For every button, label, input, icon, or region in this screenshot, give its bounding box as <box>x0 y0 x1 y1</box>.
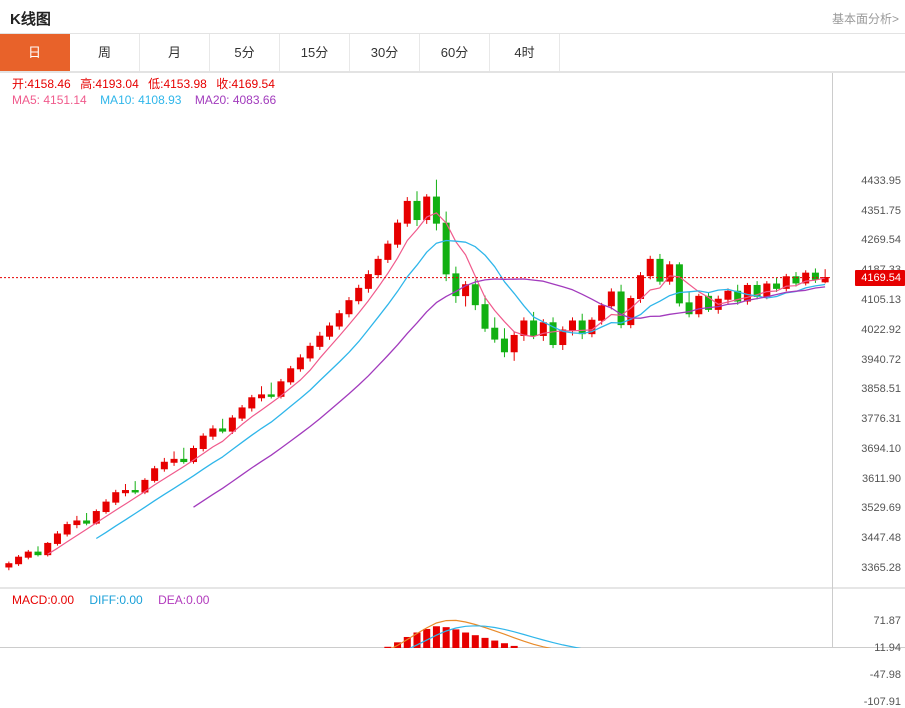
price-axis-tick: 4433.95 <box>861 174 901 187</box>
macd-axis-tick: 71.87 <box>873 615 901 628</box>
price-axis-tick: 3447.48 <box>861 532 901 545</box>
legend-ma5: MA5: 4151.14 <box>12 93 87 107</box>
legend-dea: DEA:0.00 <box>158 593 210 607</box>
price-axis-tick: 4105.13 <box>861 294 901 306</box>
page-header: K线图 基本面分析> <box>0 0 905 34</box>
legend-open: 开:4158.46 <box>12 77 71 91</box>
tab-30min[interactable]: 30分 <box>350 34 420 71</box>
legend-ma10: MA10: 4108.93 <box>100 93 182 107</box>
page-title: K线图 <box>10 11 51 28</box>
fundamental-analysis-link[interactable]: 基本面分析> <box>831 12 899 26</box>
tab-week[interactable]: 周 <box>70 34 140 71</box>
last-price-badge: 4169.54 <box>855 269 905 286</box>
price-axis-tick: 3365.28 <box>861 562 901 575</box>
price-axis-tick: 3940.72 <box>861 353 901 366</box>
macd-legend: MACD:0.00 DIFF:0.00 DEA:0.00 <box>12 593 221 607</box>
legend-macd: MACD:0.00 <box>12 593 75 607</box>
price-axis-tick: 3776.31 <box>861 413 901 426</box>
legend-ma20: MA20: 4083.66 <box>194 93 277 107</box>
period-tabs: 日 周 月 5分 15分 30分 60分 4时 <box>0 34 905 72</box>
macd-axis-tick: 11.94 <box>874 642 901 655</box>
ohlc-legend: 开:4158.46 高:4193.04 低:4153.98 收:4169.54 … <box>12 76 286 108</box>
tab-month[interactable]: 月 <box>140 34 210 71</box>
price-axis-tick: 3858.51 <box>861 383 901 396</box>
macd-axis-tick: -47.98 <box>869 668 901 681</box>
tab-5min[interactable]: 5分 <box>210 34 280 71</box>
chart-area[interactable]: 开:4158.46 高:4193.04 低:4153.98 收:4169.54 … <box>0 72 905 708</box>
tab-day[interactable]: 日 <box>0 34 70 71</box>
price-axis-tick: 3529.69 <box>861 502 901 515</box>
price-axis-tick: 4022.92 <box>861 323 901 336</box>
candlestick-plot <box>0 72 905 648</box>
tab-15min[interactable]: 15分 <box>280 34 350 71</box>
price-axis-tick: 3694.10 <box>861 442 901 455</box>
legend-high: 高:4193.04 <box>80 77 139 91</box>
price-axis-tick: 4269.54 <box>861 234 901 247</box>
price-axis-tick: 3611.90 <box>862 472 901 485</box>
legend-low: 低:4153.98 <box>148 77 207 91</box>
macd-axis-tick: -107.91 <box>863 695 901 708</box>
tab-4hour[interactable]: 4时 <box>490 34 560 71</box>
price-axis-tick: 4351.75 <box>861 204 901 217</box>
legend-diff: DIFF:0.00 <box>89 593 143 607</box>
tab-60min[interactable]: 60分 <box>420 34 490 71</box>
legend-close: 收:4169.54 <box>216 77 275 91</box>
